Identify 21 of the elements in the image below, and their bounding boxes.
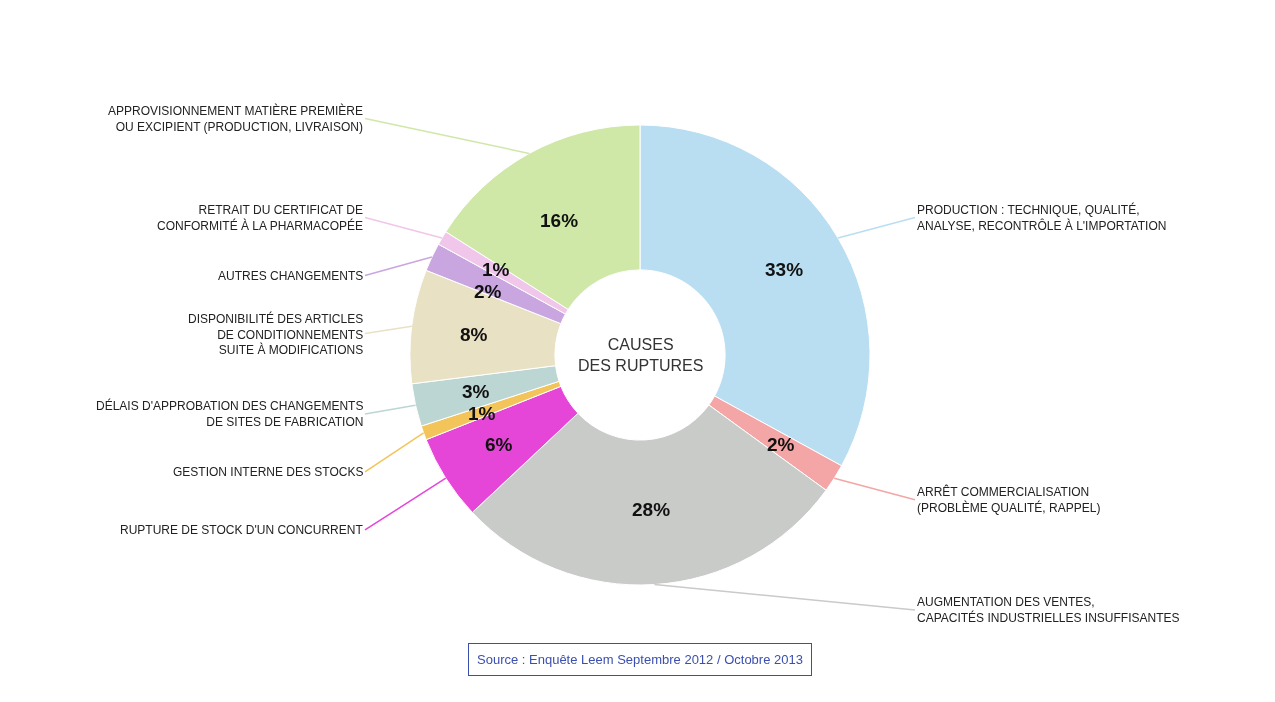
data-label: 28% xyxy=(632,499,671,520)
slice-label: DISPONIBILITÉ DES ARTICLES DE CONDITIONNEMENTS SUITE À MODIFICATIONS xyxy=(188,311,364,358)
slice-label: GESTION INTERNE DES STOCKS xyxy=(173,465,364,479)
data-label: 8% xyxy=(460,324,488,345)
text: CAUSES DES RUPTURES xyxy=(578,336,704,374)
source-note: Source : Enquête Leem Septembre 2012 / Octobre 2013 xyxy=(477,652,803,667)
slice-label: DÉLAIS D'APPROBATION DES CHANGEMENTS DE SITES DE FABRICATION xyxy=(96,398,364,429)
slice-label: ARRÊT COMMERCIALISATION (PROBLÈME QUALITÉ, RAPPEL) xyxy=(917,484,1101,515)
data-label: 2% xyxy=(767,434,795,455)
data-label: 16% xyxy=(540,210,579,231)
slice-label: AUGMENTATION DES VENTES, CAPACITÉS INDUSTRIELLES INSUFFISANTES xyxy=(917,595,1180,625)
data-label: 1% xyxy=(482,259,510,280)
slice-label: RUPTURE DE STOCK D'UN CONCURRENT xyxy=(120,523,364,537)
data-label: 2% xyxy=(474,281,502,302)
slice-label: PRODUCTION : TECHNIQUE, QUALITÉ, ANALYSE, RECONTRÔLE À L'IMPORTATION xyxy=(917,202,1167,233)
slice-label: AUTRES CHANGEMENTS xyxy=(218,269,364,283)
slice-label: APPROVISIONNEMENT MATIÈRE PREMIÈRE OU EXCIPIENT (PRODUCTION, LIVRAISON) xyxy=(108,103,363,134)
data-label: 33% xyxy=(765,259,804,280)
slice-label: RETRAIT DU CERTIFICAT DE CONFORMITÉ À LA PHARMACOPÉE xyxy=(157,203,364,233)
data-label: 3% xyxy=(462,381,490,402)
data-label: 6% xyxy=(485,434,513,455)
